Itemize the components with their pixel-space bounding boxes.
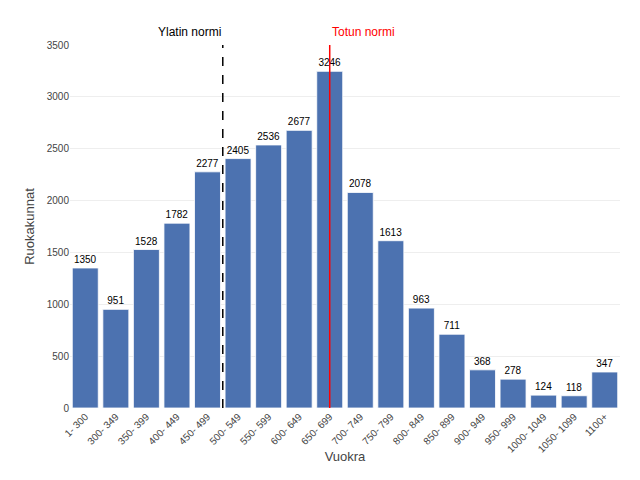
svg-text:1528: 1528 <box>135 236 158 247</box>
svg-text:600- 649: 600- 649 <box>268 411 304 447</box>
svg-text:711: 711 <box>444 320 460 331</box>
svg-text:963: 963 <box>413 294 430 305</box>
svg-text:550- 599: 550- 599 <box>238 411 274 447</box>
svg-text:500- 549: 500- 549 <box>207 411 243 447</box>
svg-text:2500: 2500 <box>47 143 70 154</box>
svg-text:2078: 2078 <box>349 178 372 189</box>
svg-text:1- 300: 1- 300 <box>62 411 90 439</box>
svg-text:2677: 2677 <box>288 116 311 127</box>
svg-text:2536: 2536 <box>257 131 280 142</box>
svg-text:500: 500 <box>52 351 69 362</box>
svg-text:750- 799: 750- 799 <box>360 411 396 447</box>
svg-text:124: 124 <box>535 381 552 392</box>
svg-text:850- 899: 850- 899 <box>421 411 457 447</box>
svg-text:0: 0 <box>63 403 69 414</box>
svg-text:1100+: 1100+ <box>583 411 610 438</box>
svg-text:951: 951 <box>107 295 124 306</box>
svg-text:3500: 3500 <box>47 40 70 51</box>
svg-text:Ruokakunnat: Ruokakunnat <box>22 188 37 265</box>
svg-text:1350: 1350 <box>74 254 97 265</box>
svg-text:3000: 3000 <box>47 91 70 102</box>
svg-text:2405: 2405 <box>227 145 250 156</box>
svg-text:350- 399: 350- 399 <box>116 411 152 447</box>
svg-text:118: 118 <box>566 382 582 393</box>
svg-text:800- 849: 800- 849 <box>391 411 427 447</box>
svg-text:2277: 2277 <box>196 158 219 169</box>
svg-text:3246: 3246 <box>318 57 341 68</box>
svg-text:1050- 1099: 1050- 1099 <box>536 411 580 455</box>
svg-text:1782: 1782 <box>166 209 189 220</box>
svg-text:Ylatin normi: Ylatin normi <box>158 25 221 39</box>
svg-text:900- 949: 900- 949 <box>452 411 488 447</box>
svg-text:400- 449: 400- 449 <box>146 411 182 447</box>
svg-text:450- 499: 450- 499 <box>177 411 213 447</box>
svg-text:347: 347 <box>596 358 613 369</box>
svg-text:950- 999: 950- 999 <box>482 411 518 447</box>
svg-text:1613: 1613 <box>379 227 402 238</box>
svg-text:1000- 1049: 1000- 1049 <box>505 411 549 455</box>
svg-text:Totun normi: Totun normi <box>332 25 395 39</box>
svg-text:1000: 1000 <box>47 299 70 310</box>
svg-text:368: 368 <box>474 356 491 367</box>
svg-text:2000: 2000 <box>47 195 70 206</box>
svg-text:650- 699: 650- 699 <box>299 411 335 447</box>
svg-text:1500: 1500 <box>47 247 70 258</box>
svg-text:700- 749: 700- 749 <box>330 411 366 447</box>
svg-text:278: 278 <box>504 365 521 376</box>
svg-text:Vuokra: Vuokra <box>325 449 366 464</box>
svg-text:300- 349: 300- 349 <box>85 411 121 447</box>
